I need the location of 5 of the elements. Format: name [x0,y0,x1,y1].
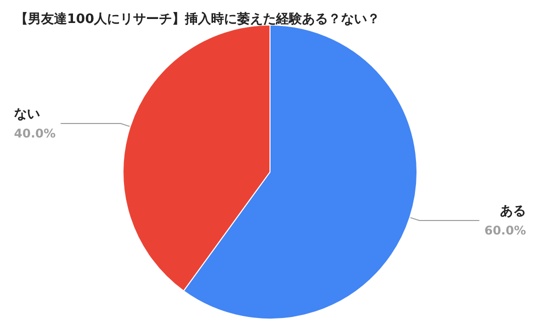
chart-title: 【男友達100人にリサーチ】挿入時に萎えた経験ある？ない？ [15,11,380,27]
data-label: 60.0% [484,224,526,238]
data-label: 40.0% [14,126,56,140]
slice-label: ない [14,106,40,122]
slice-label: ある [500,204,526,220]
